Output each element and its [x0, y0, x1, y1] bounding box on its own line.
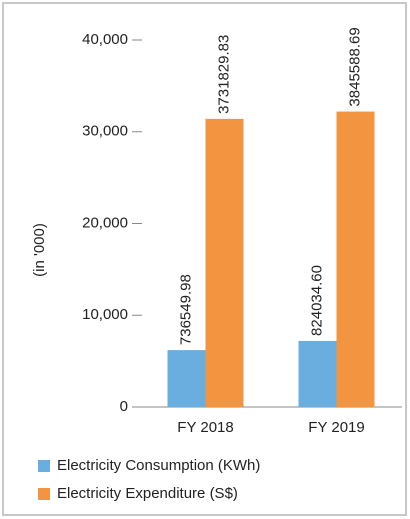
- x-tick-label: FY 2018: [177, 419, 233, 436]
- legend-label: Electricity Expenditure (S$): [57, 485, 238, 502]
- bar: [167, 350, 206, 407]
- bar: [205, 118, 244, 407]
- y-tick-label: 30,000: [82, 123, 128, 140]
- y-axis-label: (in '000): [31, 223, 48, 277]
- y-tick-label: 10,000: [82, 306, 128, 323]
- x-tick-label: FY 2019: [308, 419, 364, 436]
- data-label: 3731829.83: [215, 35, 232, 114]
- bar: [298, 340, 337, 407]
- bar: [336, 111, 375, 407]
- data-label: 736549.98: [177, 274, 194, 345]
- legend-label: Electricity Consumption (KWh): [57, 457, 260, 474]
- data-label: 824034.60: [308, 265, 325, 336]
- legend-swatch: [38, 488, 50, 500]
- legend-swatch: [38, 460, 50, 472]
- y-tick-label: 20,000: [82, 214, 128, 231]
- y-tick-label: 0: [120, 398, 128, 415]
- y-tick-label: 40,000: [82, 31, 128, 48]
- data-label: 3845588.69: [346, 27, 363, 106]
